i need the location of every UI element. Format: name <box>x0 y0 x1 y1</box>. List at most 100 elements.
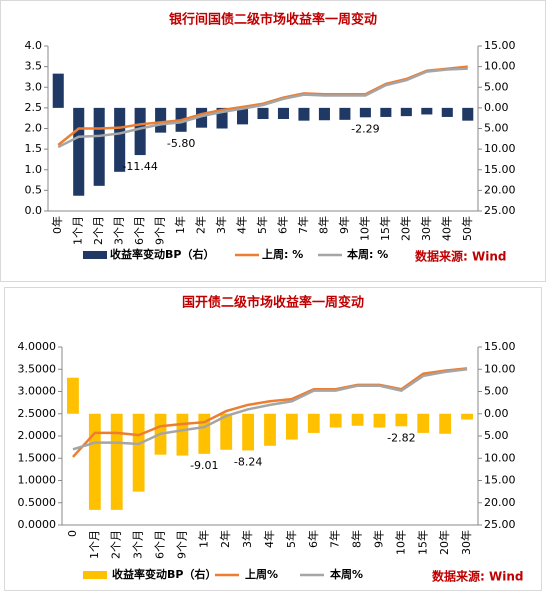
bar <box>67 377 79 414</box>
y-tick-label: 2.5000 <box>18 407 57 420</box>
bar <box>216 107 228 129</box>
x-tick-label: 15年 <box>415 530 429 555</box>
x-tick-label: 8年 <box>350 530 364 548</box>
x-tick-label: 30年 <box>419 216 433 241</box>
y-tick-label: 3.0000 <box>18 385 57 398</box>
source-note: 数据来源: Wind <box>432 569 523 584</box>
legend-label: 上周: % <box>262 247 303 261</box>
y2-tick-label: 10.00 <box>484 451 516 464</box>
x-tick-label: 15年 <box>378 216 392 241</box>
bar <box>220 413 233 450</box>
x-tick-label: 5年 <box>255 216 269 234</box>
y2-tick-label: 5.00 <box>484 385 509 398</box>
x-tick-label: 4年 <box>235 216 249 234</box>
y2-tick-label: 20.00 <box>484 183 516 196</box>
bar <box>441 107 453 117</box>
bar <box>351 413 364 426</box>
bar <box>417 413 430 433</box>
bar-value-label: -2.82 <box>387 431 415 444</box>
y-tick-label: 4.0000 <box>18 340 57 353</box>
x-tick-label: 7年 <box>296 216 310 234</box>
line <box>72 368 468 451</box>
x-tick-label: 0年 <box>50 216 64 234</box>
x-tick-label: 6个月 <box>154 530 167 559</box>
y2-tick-label: 20.00 <box>484 496 516 509</box>
bar <box>359 107 371 118</box>
y2-tick-label: 5.00 <box>484 429 509 442</box>
legend-label: 上周% <box>245 567 278 581</box>
bar <box>73 107 85 196</box>
x-tick-label: 6年 <box>275 216 289 234</box>
x-tick-label: 9个月 <box>154 216 167 245</box>
y2-tick-label: 10.00 <box>484 362 516 375</box>
x-tick-label: 40年 <box>439 216 453 241</box>
y2-tick-label: 25.00 <box>484 518 516 531</box>
x-tick-label: 2个月 <box>110 530 123 559</box>
y-tick-label: 1.0 <box>25 163 43 176</box>
y-tick-label: 3.5000 <box>18 362 57 375</box>
legend-swatch <box>83 571 107 579</box>
bar <box>242 413 255 451</box>
y2-tick-label: 10.00 <box>484 60 516 73</box>
bar <box>198 413 211 454</box>
bar-value-label: -11.44 <box>122 160 157 173</box>
bar <box>339 107 351 120</box>
bar <box>421 107 433 115</box>
legend-label: 本周: % <box>347 247 388 261</box>
bar-value-label: -8.24 <box>234 455 262 468</box>
legend-label: 收益率变动BP（右） <box>112 567 216 581</box>
x-tick-label: 2个月 <box>92 216 105 245</box>
bar <box>285 413 298 440</box>
y2-tick-label: 5.00 <box>484 80 509 93</box>
x-tick-label: 9个月 <box>175 530 188 559</box>
bar <box>257 107 269 120</box>
y-tick-label: 2.5 <box>25 101 43 114</box>
line <box>57 67 468 149</box>
y-tick-label: 3.5 <box>25 60 43 73</box>
bar-value-label: -9.01 <box>190 459 218 472</box>
x-tick-label: 7年 <box>328 530 342 548</box>
bar <box>462 107 474 121</box>
x-tick-label: 1个月 <box>72 216 85 245</box>
x-tick-label: 3年 <box>240 530 254 548</box>
bar <box>373 413 386 428</box>
x-tick-label: 1年 <box>173 216 187 234</box>
bar <box>298 107 310 121</box>
x-tick-label: 20年 <box>437 530 451 555</box>
x-tick-label: 0 <box>66 530 79 537</box>
y2-tick-label: 10.00 <box>484 142 516 155</box>
legend-label: 收益率变动BP（右） <box>110 247 214 261</box>
x-tick-label: 9年 <box>337 216 351 234</box>
bar <box>461 413 473 420</box>
x-tick-label: 1年 <box>196 530 210 548</box>
x-tick-label: 6个月 <box>133 216 146 245</box>
bar <box>52 73 64 108</box>
chart-title: 国开债二级市场收益率一周变动 <box>182 295 364 311</box>
y-tick-label: 0.5 <box>25 183 43 196</box>
y2-tick-label: 0.00 <box>484 407 509 420</box>
chart-frame <box>4 287 542 591</box>
bar <box>176 413 189 456</box>
y-tick-label: 0.5000 <box>18 496 57 509</box>
x-tick-label: 3个月 <box>132 530 145 559</box>
chart-title: 银行间国债二级市场收益率一周变动 <box>169 12 377 28</box>
y2-tick-label: 15.00 <box>484 39 516 52</box>
x-tick-label: 10年 <box>393 530 407 555</box>
legend-label: 本周% <box>330 567 363 581</box>
source-note: 数据来源: Wind <box>415 249 506 264</box>
bar-value-label: -5.80 <box>167 137 195 150</box>
x-tick-label: 50年 <box>460 216 474 241</box>
y-tick-label: 2.0 <box>25 122 43 135</box>
x-tick-label: 3个月 <box>113 216 126 245</box>
x-tick-label: 5年 <box>284 530 298 548</box>
bar <box>277 107 290 120</box>
y2-tick-label: 5.00 <box>484 122 509 135</box>
x-tick-label: 9年 <box>371 530 385 548</box>
legend-swatch <box>83 251 107 259</box>
bar <box>307 413 320 433</box>
bar <box>88 413 101 510</box>
x-tick-label: 10年 <box>357 216 371 241</box>
y2-tick-label: 15.00 <box>484 474 516 487</box>
bar-value-label: -2.29 <box>351 122 379 135</box>
